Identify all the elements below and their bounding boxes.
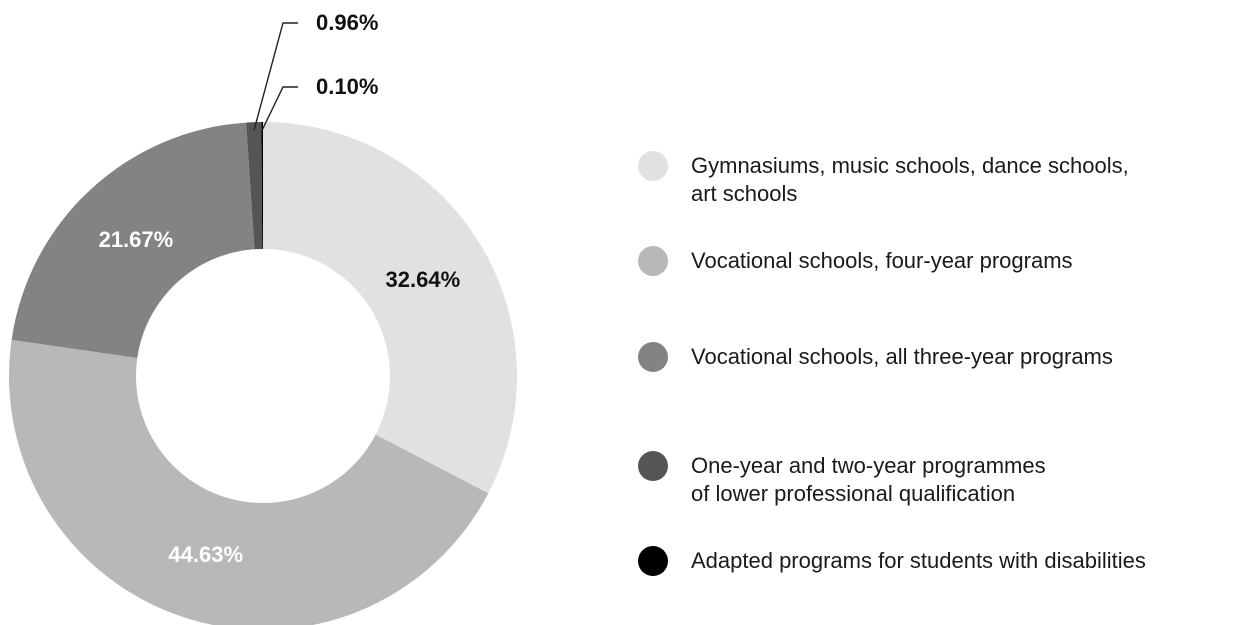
legend-item-one-year-and-two-year-programmes-of-lower-professional-qualification: One-year and two-year programmes of lower… [638,451,1046,508]
legend: Gymnasiums, music schools, dance schools… [638,0,1233,625]
slice-one-year-and-two-year-programmes-of-lower-professional-qualification [246,122,263,250]
legend-item-adapted-programs-for-students-with-disabilities: Adapted programs for students with disab… [638,546,1146,576]
legend-swatch [638,342,668,372]
slice-value-label: 44.63% [168,542,243,567]
slice-value-label: 0.10% [316,74,378,99]
legend-swatch [638,151,668,181]
legend-item-vocational-schools-four-year-programs: Vocational schools, four-year programs [638,246,1073,276]
legend-label-line: of lower professional qualification [691,481,1016,506]
slice-vocational-schools-all-three-year-programs [11,122,255,358]
leader-line [261,86,298,131]
legend-swatch [638,451,668,481]
slice-adapted-programs-for-students-with-disabilities [261,122,263,250]
legend-label-line: Vocational schools, four-year programs [691,248,1073,273]
slice-value-label: 0.96% [316,10,378,35]
slice-gymnasiums-music-schools-dance-schools-art-schools [263,122,517,494]
legend-label: Vocational schools, all three-year progr… [691,343,1113,371]
legend-swatch [638,246,668,276]
slice-labels: 32.64% 44.63% 21.67% 0.96% 0.10% [99,10,461,567]
slices-layer [9,122,517,625]
legend-label: Adapted programs for students with disab… [691,547,1146,575]
legend-label-line: art schools [691,181,798,206]
legend-item-vocational-schools-all-three-year-programs: Vocational schools, all three-year progr… [638,342,1113,372]
slice-value-label: 32.64% [386,267,461,292]
legend-label: One-year and two-year programmes of lower… [691,452,1046,508]
slice-value-label: 21.67% [99,227,174,252]
leader-line [253,22,298,131]
legend-swatch [638,546,668,576]
legend-label-line: Gymnasiums, music schools, dance schools… [691,153,1129,178]
legend-label: Gymnasiums, music schools, dance schools… [691,152,1129,208]
legend-item-gymnasiums-music-schools-dance-schools-art-schools: Gymnasiums, music schools, dance schools… [638,151,1129,208]
legend-label-line: Adapted programs for students with disab… [691,548,1146,573]
legend-label-line: One-year and two-year programmes [691,453,1046,478]
legend-label-line: Vocational schools, all three-year progr… [691,344,1113,369]
slice-vocational-schools-four-year-programs [9,339,489,625]
legend-label: Vocational schools, four-year programs [691,247,1073,275]
leader-lines [253,22,298,131]
